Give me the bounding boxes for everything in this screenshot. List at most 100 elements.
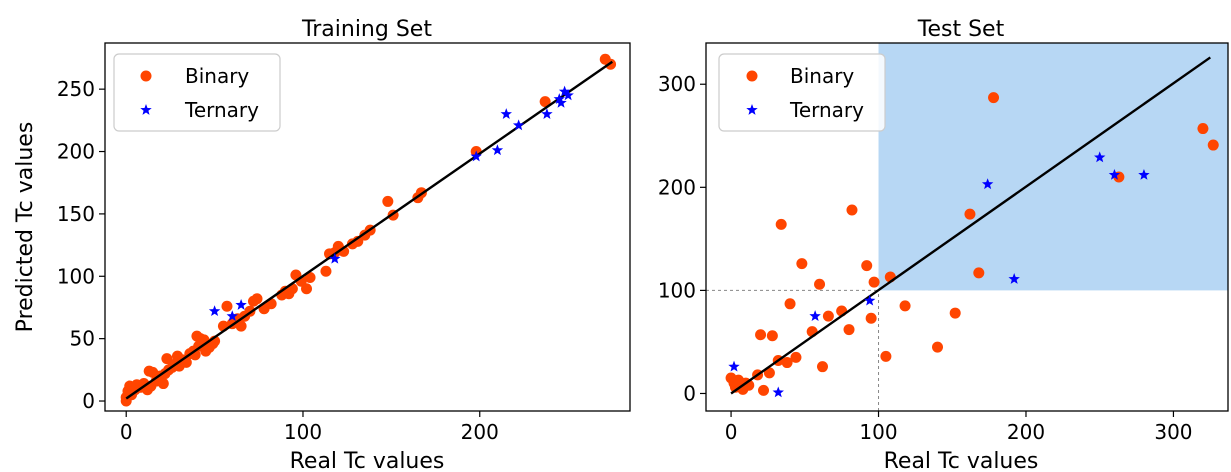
binary-point bbox=[784, 298, 796, 310]
y-tick-label: 150 bbox=[57, 202, 95, 226]
legend: Binary Ternary bbox=[718, 53, 886, 132]
ternary-point bbox=[208, 305, 221, 317]
ternary-point bbox=[470, 150, 482, 162]
ternary-point bbox=[809, 310, 821, 322]
plot-marks bbox=[725, 56, 1219, 398]
fit-line bbox=[125, 60, 614, 400]
binary-point bbox=[235, 320, 247, 332]
ternary-point bbox=[491, 144, 504, 156]
legend-ternary-label: Ternary bbox=[184, 98, 259, 122]
binary-point bbox=[766, 330, 778, 342]
chart-title: Training Set bbox=[301, 17, 432, 42]
binary-point bbox=[157, 378, 169, 390]
binary-point bbox=[822, 310, 834, 322]
y-tick-label: 250 bbox=[57, 77, 95, 101]
ternary-point bbox=[562, 89, 574, 101]
binary-point bbox=[301, 283, 313, 295]
legend-box bbox=[718, 53, 886, 132]
ternary-point bbox=[1108, 168, 1121, 180]
binary-point bbox=[755, 329, 767, 341]
binary-point bbox=[1207, 139, 1219, 151]
y-tick-label: 100 bbox=[57, 264, 95, 288]
plot-marks bbox=[120, 53, 617, 407]
binary-point bbox=[320, 265, 332, 277]
y-tick-label: 50 bbox=[70, 327, 95, 351]
legend-box bbox=[113, 53, 281, 132]
legend-binary-marker bbox=[746, 70, 758, 82]
x-tick-label: 0 bbox=[120, 420, 133, 444]
ternary-point bbox=[541, 108, 553, 119]
x-tick-label: 300 bbox=[1154, 420, 1192, 444]
binary-point bbox=[932, 341, 944, 353]
x-tick-label: 200 bbox=[461, 420, 499, 444]
binary-point bbox=[868, 276, 880, 288]
binary-point bbox=[382, 195, 394, 207]
axis-ticks: 0 100 200 300 0 100 200 300 bbox=[658, 72, 1193, 444]
binary-point bbox=[161, 353, 173, 365]
binary-point bbox=[880, 350, 892, 362]
axis-ticks: 0 100 200 0 50 100 150 200 250 bbox=[57, 77, 499, 444]
ternary-point bbox=[728, 360, 740, 372]
legend-ternary-marker bbox=[746, 104, 758, 115]
x-axis-label: Real Tc values bbox=[884, 449, 1039, 472]
x-axis-label: Real Tc values bbox=[290, 449, 445, 472]
y-tick-label: 200 bbox=[658, 175, 696, 199]
binary-point bbox=[949, 307, 961, 319]
ternary-point bbox=[553, 93, 565, 104]
binary-point bbox=[843, 324, 855, 336]
ternary-point bbox=[981, 178, 994, 190]
ternary-point bbox=[558, 85, 571, 97]
y-tick-label: 0 bbox=[683, 381, 696, 405]
y-tick-label: 0 bbox=[82, 389, 95, 413]
y-tick-label: 300 bbox=[658, 72, 696, 96]
ternary-point bbox=[512, 119, 525, 131]
x-tick-label: 100 bbox=[859, 420, 897, 444]
y-axis-label: Predicted Tc values bbox=[13, 122, 38, 333]
plot-frame bbox=[104, 42, 631, 412]
ternary-point bbox=[329, 252, 341, 264]
binary-point bbox=[861, 260, 873, 272]
binary-point bbox=[816, 361, 828, 373]
binary-point bbox=[775, 218, 787, 230]
binary-point bbox=[304, 272, 316, 284]
ternary-point bbox=[500, 108, 512, 119]
binary-point bbox=[865, 312, 877, 324]
binary-point bbox=[814, 278, 826, 290]
ternary-point bbox=[555, 96, 567, 108]
legend-ternary-marker bbox=[140, 104, 152, 115]
y-tick-label: 100 bbox=[658, 278, 696, 302]
plot-frame bbox=[705, 42, 1229, 412]
training-set-panel: Training Set Real Tc values Predicted Tc… bbox=[13, 17, 631, 472]
ternary-point bbox=[863, 294, 876, 306]
binary-point bbox=[221, 300, 233, 312]
binary-point bbox=[973, 267, 985, 279]
legend-binary-marker bbox=[140, 70, 152, 82]
binary-point bbox=[1197, 123, 1209, 135]
binary-point bbox=[539, 96, 551, 108]
test-set-panel: Test Set Real Tc values 0 100 200 300 0 100 20… bbox=[658, 17, 1229, 472]
binary-point bbox=[758, 384, 770, 396]
fit-line bbox=[730, 56, 1211, 395]
binary-point bbox=[964, 208, 976, 220]
binary-point bbox=[796, 258, 808, 270]
ternary-point bbox=[1138, 168, 1150, 180]
x-tick-label: 0 bbox=[725, 420, 738, 444]
legend-binary-label: Binary bbox=[185, 64, 249, 88]
ternary-point bbox=[772, 386, 784, 398]
ternary-point bbox=[226, 310, 238, 322]
binary-point bbox=[790, 351, 802, 363]
legend: Binary Ternary bbox=[113, 53, 281, 132]
x-tick-label: 200 bbox=[1007, 420, 1045, 444]
binary-point bbox=[763, 367, 775, 379]
chart-title: Test Set bbox=[917, 17, 1005, 42]
binary-point bbox=[988, 92, 1000, 104]
binary-point bbox=[251, 293, 263, 305]
binary-point bbox=[781, 357, 793, 369]
y-tick-label: 200 bbox=[57, 140, 95, 164]
legend-binary-label: Binary bbox=[790, 64, 854, 88]
legend-ternary-label: Ternary bbox=[789, 98, 864, 122]
ternary-point bbox=[235, 298, 247, 310]
ternary-point bbox=[1008, 273, 1020, 284]
binary-point bbox=[846, 204, 858, 216]
